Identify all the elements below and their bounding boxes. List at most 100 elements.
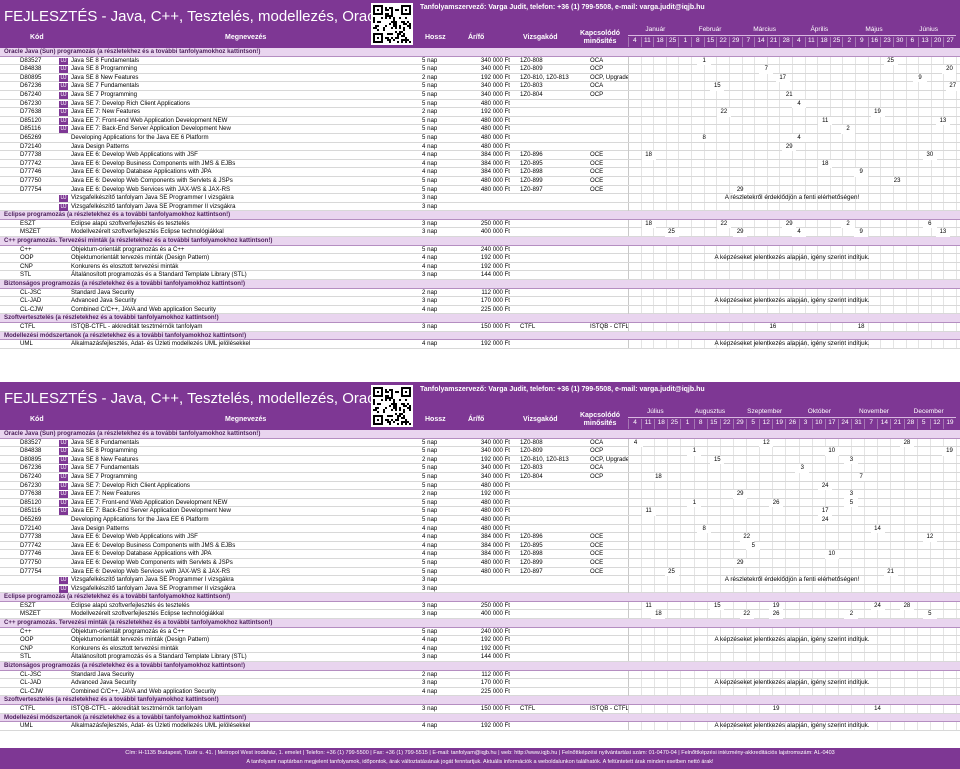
course-start-date[interactable]: 21: [883, 567, 898, 576]
course-start-date[interactable]: 3: [844, 490, 859, 499]
course-name-link[interactable]: Java EE 6: Develop Database Applications…: [71, 168, 212, 176]
course-start-date[interactable]: 30: [922, 151, 937, 160]
course-start-date[interactable]: 1: [687, 447, 702, 456]
section-title[interactable]: Oracle Java (Sun) programozás (a részlet…: [4, 48, 261, 55]
course-start-date[interactable]: 10: [824, 550, 839, 559]
course-row[interactable]: D77754 Java EE 6: Develop Web Services wi…: [0, 567, 960, 577]
course-row[interactable]: D67236 ÚJ Java SE 7 Fundamentals 5 nap 340 0…: [0, 464, 960, 473]
course-start-date[interactable]: 12: [922, 533, 937, 542]
section-header[interactable]: C++ programozás. Tervezési minták (a rés…: [0, 237, 960, 246]
course-start-date[interactable]: 15: [710, 601, 725, 611]
course-row[interactable]: STL Általánosított programozás és a Stand…: [0, 271, 960, 281]
course-row[interactable]: C++ Objektum-orientált programozás és a C…: [0, 627, 960, 637]
course-name-link[interactable]: Standard Java Security: [71, 288, 135, 296]
course-name-link[interactable]: Java SE 8 Fundamentals: [71, 56, 140, 64]
course-row[interactable]: CNP Konkurens és elosztott tervezési mint…: [0, 644, 960, 654]
course-start-date[interactable]: 23: [890, 176, 905, 186]
course-row[interactable]: MSZET Modellvezérelt szoftverfejlesztés E…: [0, 610, 960, 620]
qr-code-icon[interactable]: [371, 3, 413, 45]
course-name-link[interactable]: Combined C/C++, JAVA and Web application…: [71, 305, 216, 313]
section-title[interactable]: Biztonságos programozás (a részletekhez …: [4, 280, 246, 288]
course-start-date[interactable]: 26: [769, 498, 784, 508]
course-start-date[interactable]: 4: [792, 99, 807, 108]
course-name-link[interactable]: Konkurens és elosztott tervezési minták: [71, 262, 179, 270]
course-start-date[interactable]: 28: [899, 438, 914, 447]
course-start-date[interactable]: 4: [792, 133, 807, 143]
course-name-link[interactable]: Java EE 7: New Features: [71, 108, 141, 116]
course-row[interactable]: UML Alkalmazásfejlesztés, Adat- és Üzleti…: [0, 722, 960, 731]
course-row[interactable]: ESZT Eclipse alapú szoftverfejlesztés és …: [0, 219, 960, 229]
course-name-link[interactable]: Developing Applications for the Java EE …: [71, 515, 209, 523]
course-start-date[interactable]: 24: [870, 601, 885, 611]
course-row[interactable]: D77742 Java EE 6: Develop Business Compon…: [0, 541, 960, 551]
course-row[interactable]: D85116 ÚJ Java EE 7: Back-End Server Appli…: [0, 125, 960, 134]
course-start-date[interactable]: 27: [945, 82, 960, 91]
section-header[interactable]: Modellezési módszertanok (a részletekhez…: [0, 331, 960, 341]
section-title[interactable]: Eclipse programozás (a részletekhez és a…: [4, 593, 231, 601]
course-start-date[interactable]: 21: [782, 90, 797, 100]
course-row[interactable]: CTFL ISTQB-CTFL - akkreditált tesztmérnök…: [0, 323, 960, 332]
course-row[interactable]: D85120 ÚJ Java EE 7: Front-end Web Applica…: [0, 116, 960, 126]
course-start-date[interactable]: 7: [854, 472, 869, 482]
course-start-date[interactable]: 19: [942, 447, 957, 456]
course-start-date[interactable]: 26: [769, 610, 784, 619]
course-row[interactable]: D77638 ÚJ Java EE 7: New Features 2 nap 192 …: [0, 108, 960, 117]
course-row[interactable]: D67240 ÚJ Java SE 7 Programming 5 nap 340 00…: [0, 472, 960, 482]
course-name-link[interactable]: Java EE 7: Front-end Web Application Dev…: [71, 116, 228, 124]
course-name-link[interactable]: Java EE 6: Develop Web Components with S…: [71, 176, 233, 184]
course-start-date[interactable]: 5: [746, 541, 761, 551]
course-start-date[interactable]: 29: [782, 142, 797, 151]
section-title[interactable]: Oracle Java (Sun) programozás (a részlet…: [4, 430, 261, 437]
course-row[interactable]: ÚJ Vizsgafelkészítő tanfolyam Java SE Pro…: [0, 202, 960, 212]
course-start-date[interactable]: 11: [641, 507, 656, 516]
course-row[interactable]: D84838 ÚJ Java SE 8 Programming 5 nap 340 00…: [0, 65, 960, 74]
course-start-date[interactable]: 25: [664, 228, 679, 237]
course-start-date[interactable]: 20: [942, 65, 957, 74]
section-title[interactable]: Szoftvertesztelés (a részletekhez és a t…: [4, 314, 219, 322]
section-header[interactable]: Biztonságos programozás (a részletekhez …: [0, 280, 960, 289]
section-header[interactable]: Eclipse programozás (a részletekhez és a…: [0, 211, 960, 220]
course-name-link[interactable]: Java SE 7 Fundamentals: [71, 82, 140, 90]
course-row[interactable]: CNP Konkurens és elosztott tervezési mint…: [0, 262, 960, 272]
course-row[interactable]: ÚJ Vizsgafelkészítő tanfolyam Java SE Pro…: [0, 584, 960, 594]
course-name-link[interactable]: Java SE 8 Programming: [71, 65, 138, 73]
course-name-link[interactable]: Java EE 6: Develop Business Components w…: [71, 159, 236, 167]
course-name-link[interactable]: Konkurens és elosztott tervezési minták: [71, 644, 179, 652]
section-title[interactable]: C++ programozás. Tervezési minták (a rés…: [4, 619, 273, 627]
course-row[interactable]: D83527 ÚJ Java SE 8 Fundamentals 5 nap 340 0…: [0, 438, 960, 448]
course-name-link[interactable]: Objektum-orientált programozás és a C++: [71, 627, 185, 635]
course-row[interactable]: CL-JAD Advanced Java Security 3 nap 170 000…: [0, 297, 960, 306]
course-name-link[interactable]: Java EE 6: Develop Database Applications…: [71, 550, 212, 558]
course-row[interactable]: ÚJ Vizsgafelkészítő tanfolyam Java SE Pro…: [0, 194, 960, 203]
course-name-link[interactable]: Developing Applications for the Java EE …: [71, 133, 209, 141]
course-name-link[interactable]: Java EE 6: Develop Web Services with JAX…: [71, 567, 231, 575]
course-name-link[interactable]: Objektumorientált tervezés minták (Desig…: [71, 636, 210, 644]
course-start-date[interactable]: 3: [844, 455, 859, 465]
course-start-date[interactable]: 22: [716, 108, 731, 117]
course-start-date[interactable]: 28: [899, 601, 914, 611]
course-row[interactable]: C++ Objektum-orientált programozás és a C…: [0, 245, 960, 255]
course-row[interactable]: CL-JSC Standard Java Security 2 nap 112 000…: [0, 288, 960, 298]
course-start-date[interactable]: 2: [844, 610, 859, 619]
course-start-date[interactable]: 11: [641, 601, 656, 611]
course-start-date[interactable]: 25: [664, 567, 679, 576]
section-title[interactable]: C++ programozás. Tervezési minták (a rés…: [4, 237, 273, 245]
course-start-date[interactable]: 11: [818, 116, 833, 126]
course-start-date[interactable]: 17: [818, 507, 833, 516]
course-row[interactable]: CTFL ISTQB-CTFL - akkreditált tesztmérnök…: [0, 705, 960, 714]
course-row[interactable]: D67236 ÚJ Java SE 7 Fundamentals 5 nap 340 0…: [0, 82, 960, 91]
course-start-date[interactable]: 8: [697, 133, 712, 143]
course-start-date[interactable]: 14: [870, 524, 885, 533]
organizer-contact[interactable]: Tanfolyamszervező: Varga Judit, telefon:…: [420, 4, 705, 11]
course-name-link[interactable]: Java SE 8 New Features: [71, 455, 139, 463]
course-row[interactable]: STL Általánosított programozás és a Stand…: [0, 653, 960, 663]
section-header[interactable]: Oracle Java (Sun) programozás (a részlet…: [0, 430, 960, 439]
course-row[interactable]: CL-JSC Standard Java Security 2 nap 112 000…: [0, 670, 960, 680]
course-start-date[interactable]: 18: [641, 219, 656, 229]
course-row[interactable]: D83527 ÚJ Java SE 8 Fundamentals 5 nap 340 0…: [0, 56, 960, 66]
course-start-date[interactable]: 29: [733, 558, 748, 568]
course-name-link[interactable]: Java SE 7: Develop Rich Client Applicati…: [71, 481, 190, 489]
course-row[interactable]: D77750 Java EE 6: Develop Web Components …: [0, 558, 960, 568]
course-name-link[interactable]: Java SE 8 New Features: [71, 73, 139, 81]
course-start-date[interactable]: 9: [913, 73, 928, 83]
